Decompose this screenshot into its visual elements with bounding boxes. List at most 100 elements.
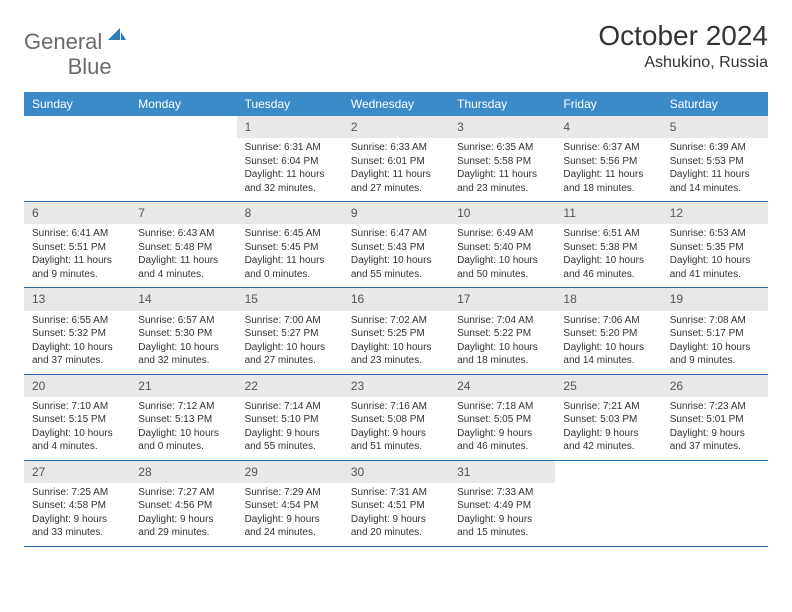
day-content: Sunrise: 6:35 AMSunset: 5:58 PMDaylight:… (449, 138, 555, 201)
sunrise-text: Sunrise: 7:08 AM (670, 314, 760, 328)
sunset-text: Sunset: 5:38 PM (563, 241, 653, 255)
day-number: 16 (343, 288, 449, 310)
daylight-text-2: and 37 minutes. (32, 354, 122, 368)
day-number: 24 (449, 375, 555, 397)
day-cell: 25 Sunrise: 7:21 AMSunset: 5:03 PMDayligh… (555, 375, 661, 460)
day-number: 7 (130, 202, 236, 224)
sunset-text: Sunset: 4:58 PM (32, 499, 122, 513)
sunrise-text: Sunrise: 7:04 AM (457, 314, 547, 328)
day-content: Sunrise: 7:31 AMSunset: 4:51 PMDaylight:… (343, 483, 449, 546)
day-content: Sunrise: 6:47 AMSunset: 5:43 PMDaylight:… (343, 224, 449, 287)
daylight-text-1: Daylight: 10 hours (563, 254, 653, 268)
daylight-text-2: and 46 minutes. (457, 440, 547, 454)
sunset-text: Sunset: 4:54 PM (245, 499, 335, 513)
week-row: 6Sunrise: 6:41 AMSunset: 5:51 PMDaylight… (24, 202, 768, 288)
day-cell: 9Sunrise: 6:47 AMSunset: 5:43 PMDaylight… (343, 202, 449, 287)
daylight-text-1: Daylight: 9 hours (351, 427, 441, 441)
brand-logo: General (24, 26, 130, 57)
sunset-text: Sunset: 5:53 PM (670, 155, 760, 169)
day-number: 4 (555, 116, 661, 138)
daylight-text-1: Daylight: 10 hours (670, 341, 760, 355)
daylight-text-1: Daylight: 10 hours (32, 427, 122, 441)
sunset-text: Sunset: 6:04 PM (245, 155, 335, 169)
empty-cell (24, 116, 130, 201)
daylight-text-2: and 15 minutes. (457, 526, 547, 540)
sunrise-text: Sunrise: 7:29 AM (245, 486, 335, 500)
daylight-text-1: Daylight: 10 hours (563, 341, 653, 355)
sunset-text: Sunset: 4:49 PM (457, 499, 547, 513)
daylight-text-1: Daylight: 9 hours (32, 513, 122, 527)
day-cell: 12Sunrise: 6:53 AMSunset: 5:35 PMDayligh… (662, 202, 768, 287)
sunset-text: Sunset: 5:58 PM (457, 155, 547, 169)
sunset-text: Sunset: 5:48 PM (138, 241, 228, 255)
day-cell: 7Sunrise: 6:43 AMSunset: 5:48 PMDaylight… (130, 202, 236, 287)
day-number: 25 (555, 375, 661, 397)
sunrise-text: Sunrise: 6:49 AM (457, 227, 547, 241)
day-number: 20 (24, 375, 130, 397)
daylight-text-1: Daylight: 10 hours (457, 341, 547, 355)
day-content: Sunrise: 7:02 AMSunset: 5:25 PMDaylight:… (343, 311, 449, 374)
day-number: 3 (449, 116, 555, 138)
weeks-container: 1Sunrise: 6:31 AMSunset: 6:04 PMDaylight… (24, 116, 768, 547)
daylight-text-1: Daylight: 9 hours (563, 427, 653, 441)
sunrise-text: Sunrise: 7:33 AM (457, 486, 547, 500)
sunset-text: Sunset: 5:43 PM (351, 241, 441, 255)
day-content: Sunrise: 7:25 AMSunset: 4:58 PMDaylight:… (24, 483, 130, 546)
daylight-text-1: Daylight: 11 hours (670, 168, 760, 182)
daylight-text-2: and 9 minutes. (670, 354, 760, 368)
day-content: Sunrise: 7:18 AMSunset: 5:05 PMDaylight:… (449, 397, 555, 460)
sunrise-text: Sunrise: 6:53 AM (670, 227, 760, 241)
daylight-text-1: Daylight: 9 hours (351, 513, 441, 527)
daylight-text-1: Daylight: 9 hours (245, 513, 335, 527)
day-cell: 30Sunrise: 7:31 AMSunset: 4:51 PMDayligh… (343, 461, 449, 546)
sunrise-text: Sunrise: 7:31 AM (351, 486, 441, 500)
daylight-text-1: Daylight: 11 hours (245, 254, 335, 268)
day-cell: 20Sunrise: 7:10 AMSunset: 5:15 PMDayligh… (24, 375, 130, 460)
day-cell: 21Sunrise: 7:12 AMSunset: 5:13 PMDayligh… (130, 375, 236, 460)
day-cell: 4Sunrise: 6:37 AMSunset: 5:56 PMDaylight… (555, 116, 661, 201)
day-content: Sunrise: 7:23 AMSunset: 5:01 PMDaylight:… (662, 397, 768, 460)
day-cell: 2Sunrise: 6:33 AMSunset: 6:01 PMDaylight… (343, 116, 449, 201)
daylight-text-1: Daylight: 9 hours (457, 513, 547, 527)
empty-cell (662, 461, 768, 546)
sunrise-text: Sunrise: 6:35 AM (457, 141, 547, 155)
location-text: Ashukino, Russia (598, 54, 768, 72)
sunset-text: Sunset: 5:20 PM (563, 327, 653, 341)
sunrise-text: Sunrise: 6:47 AM (351, 227, 441, 241)
day-content: Sunrise: 6:37 AMSunset: 5:56 PMDaylight:… (555, 138, 661, 201)
day-number: 10 (449, 202, 555, 224)
sunrise-text: Sunrise: 7:14 AM (245, 400, 335, 414)
sunrise-text: Sunrise: 6:37 AM (563, 141, 653, 155)
week-row: 1Sunrise: 6:31 AMSunset: 6:04 PMDaylight… (24, 116, 768, 202)
sunrise-text: Sunrise: 7:21 AM (563, 400, 653, 414)
sunset-text: Sunset: 5:17 PM (670, 327, 760, 341)
sunset-text: Sunset: 4:56 PM (138, 499, 228, 513)
daylight-text-1: Daylight: 9 hours (138, 513, 228, 527)
day-cell: 27Sunrise: 7:25 AMSunset: 4:58 PMDayligh… (24, 461, 130, 546)
day-number: 23 (343, 375, 449, 397)
daylight-text-2: and 51 minutes. (351, 440, 441, 454)
day-cell: 1Sunrise: 6:31 AMSunset: 6:04 PMDaylight… (237, 116, 343, 201)
sunset-text: Sunset: 5:10 PM (245, 413, 335, 427)
day-content: Sunrise: 6:43 AMSunset: 5:48 PMDaylight:… (130, 224, 236, 287)
day-number: 30 (343, 461, 449, 483)
day-number: 14 (130, 288, 236, 310)
sunrise-text: Sunrise: 7:18 AM (457, 400, 547, 414)
day-number: 27 (24, 461, 130, 483)
day-cell: 22Sunrise: 7:14 AMSunset: 5:10 PMDayligh… (237, 375, 343, 460)
day-content: Sunrise: 7:06 AMSunset: 5:20 PMDaylight:… (555, 311, 661, 374)
day-cell: 5Sunrise: 6:39 AMSunset: 5:53 PMDaylight… (662, 116, 768, 201)
daylight-text-2: and 4 minutes. (138, 268, 228, 282)
day-number: 13 (24, 288, 130, 310)
day-header: Thursday (449, 92, 555, 116)
day-cell: 29Sunrise: 7:29 AMSunset: 4:54 PMDayligh… (237, 461, 343, 546)
day-content: Sunrise: 6:39 AMSunset: 5:53 PMDaylight:… (662, 138, 768, 201)
sunset-text: Sunset: 5:15 PM (32, 413, 122, 427)
day-content: Sunrise: 6:45 AMSunset: 5:45 PMDaylight:… (237, 224, 343, 287)
sunset-text: Sunset: 5:03 PM (563, 413, 653, 427)
month-title: October 2024 (598, 20, 768, 52)
daylight-text-2: and 4 minutes. (32, 440, 122, 454)
daylight-text-1: Daylight: 10 hours (351, 341, 441, 355)
daylight-text-2: and 27 minutes. (245, 354, 335, 368)
sunrise-text: Sunrise: 6:31 AM (245, 141, 335, 155)
